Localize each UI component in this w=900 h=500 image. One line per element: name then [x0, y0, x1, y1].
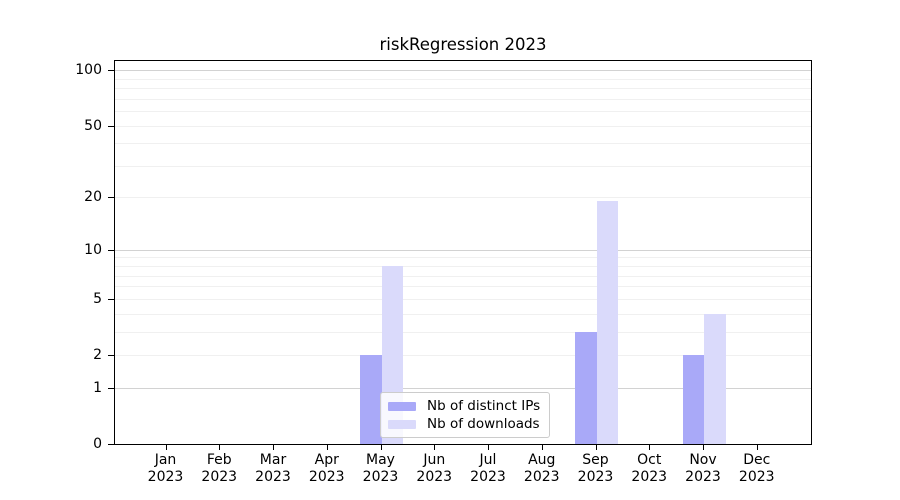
legend: Nb of distinct IPs Nb of downloads [380, 392, 551, 438]
major-gridline [115, 249, 811, 251]
bar-downloads [596, 201, 618, 444]
minor-gridline [115, 275, 811, 277]
y-tick-label: 100 [75, 62, 102, 79]
bar-distinct-ips [575, 331, 597, 444]
x-tick-label: Nov 2023 [685, 452, 721, 485]
x-tick-label: Jul 2023 [470, 452, 506, 485]
y-tick-label: 10 [84, 241, 102, 258]
y-tick-label: 0 [93, 436, 102, 452]
x-tick-label: Apr 2023 [308, 452, 345, 485]
x-tick-mark [273, 445, 274, 450]
chart-title: riskRegression 2023 [379, 35, 547, 54]
major-gridline [115, 70, 811, 72]
minor-gridline [115, 286, 811, 288]
minor-gridline [115, 355, 811, 356]
x-tick-mark [434, 445, 436, 450]
x-tick-mark [649, 445, 651, 450]
x-tick-label: Dec 2023 [738, 452, 775, 485]
y-tick-mark [108, 197, 114, 199]
plot-area [114, 60, 812, 445]
x-tick-mark [380, 445, 382, 450]
minor-gridline [115, 88, 811, 90]
x-tick-label: May 2023 [362, 452, 399, 485]
y-tick-label: 5 [93, 290, 102, 307]
legend-swatch-downloads-icon [388, 419, 416, 429]
x-tick-label: Feb 2023 [201, 452, 238, 485]
x-tick-label: Jan 2023 [147, 452, 184, 485]
x-tick-mark [595, 445, 597, 450]
y-tick-label: 1 [93, 379, 102, 396]
y-tick-label: 50 [84, 117, 102, 134]
bar-distinct-ips [360, 355, 382, 444]
y-tick-mark [108, 355, 114, 356]
y-tick-mark [108, 298, 114, 300]
y-tick-mark [108, 387, 114, 389]
legend-item-distinct-ips: Nb of distinct IPs [388, 397, 540, 415]
x-tick-mark [541, 445, 543, 450]
x-tick-mark [756, 445, 758, 450]
y-tick-label: 20 [84, 189, 102, 206]
legend-label-downloads: Nb of downloads [427, 416, 540, 432]
legend-swatch-distinct-ips-icon [388, 401, 416, 411]
minor-gridline [115, 78, 811, 80]
minor-gridline [115, 298, 811, 300]
y-tick-mark [108, 70, 114, 72]
y-tick-mark [108, 249, 114, 251]
x-tick-label: Aug 2023 [523, 452, 560, 485]
legend-item-downloads: Nb of downloads [388, 415, 540, 433]
x-tick-label: Oct 2023 [631, 452, 668, 485]
x-tick-mark [488, 445, 489, 450]
minor-gridline [115, 266, 811, 268]
x-tick-label: Jun 2023 [416, 452, 453, 485]
major-gridline [115, 387, 811, 389]
y-tick-label: 2 [93, 347, 102, 363]
x-tick-mark [165, 445, 167, 450]
legend-label-distinct-ips: Nb of distinct IPs [427, 398, 541, 414]
minor-gridline [115, 143, 811, 145]
x-tick-mark [219, 445, 221, 450]
y-tick-mark [108, 125, 114, 127]
x-tick-label: Mar 2023 [255, 452, 291, 485]
x-tick-mark [703, 445, 704, 450]
minor-gridline [115, 165, 811, 167]
minor-gridline [115, 257, 811, 259]
minor-gridline [115, 313, 811, 315]
bar-distinct-ips [682, 355, 704, 444]
minor-gridline [115, 197, 811, 199]
minor-gridline [115, 125, 811, 127]
x-tick-mark [326, 445, 328, 450]
x-tick-label: Sep 2023 [577, 452, 614, 485]
minor-gridline [115, 98, 811, 100]
minor-gridline [115, 111, 811, 113]
bar-downloads [704, 313, 726, 444]
minor-gridline [115, 331, 811, 333]
y-tick-mark [108, 444, 114, 445]
